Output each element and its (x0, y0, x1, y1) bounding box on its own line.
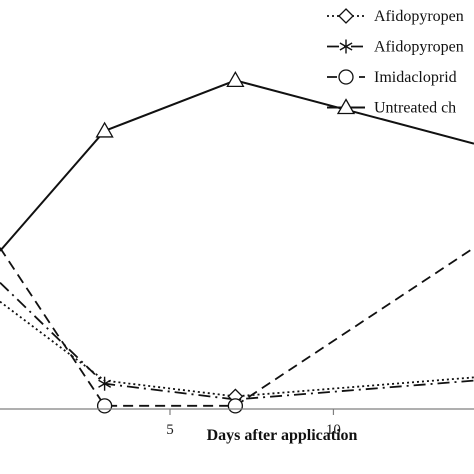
series-4-point-triangle-icon (95, 121, 114, 138)
legend-label-1: Afidopyropen (374, 8, 464, 25)
x-axis-title: Days after application (207, 427, 358, 444)
x-axis-ticks: 5 10 (166, 409, 341, 438)
series-line-1 (0, 300, 474, 398)
legend: Afidopyropen Afidopyropen Imidacloprid Untr… (327, 8, 464, 117)
plot-markers (95, 71, 245, 414)
legend-triangle-icon (336, 98, 356, 115)
legend-label-2: Afidopyropen (374, 39, 464, 56)
x-tick-label: 10 (326, 422, 341, 438)
legend-circle-icon (338, 69, 354, 85)
series-3-point-circle-icon (227, 398, 244, 414)
series-line-2 (0, 281, 474, 401)
legend-diamond-icon (338, 8, 354, 24)
series-4-point-triangle-icon (226, 71, 245, 88)
series-line-4 (0, 79, 474, 252)
legend-label-4: Untreated ch (374, 100, 456, 117)
series-3-point-circle-icon (96, 398, 113, 414)
series-2-point-asterisk-icon (98, 376, 112, 391)
x-tick-label: 5 (166, 422, 174, 438)
series-line-3 (0, 247, 474, 407)
legend-label-3: Imidacloprid (374, 69, 457, 86)
legend-asterisk-icon (339, 39, 353, 54)
plot-lines (0, 79, 474, 407)
